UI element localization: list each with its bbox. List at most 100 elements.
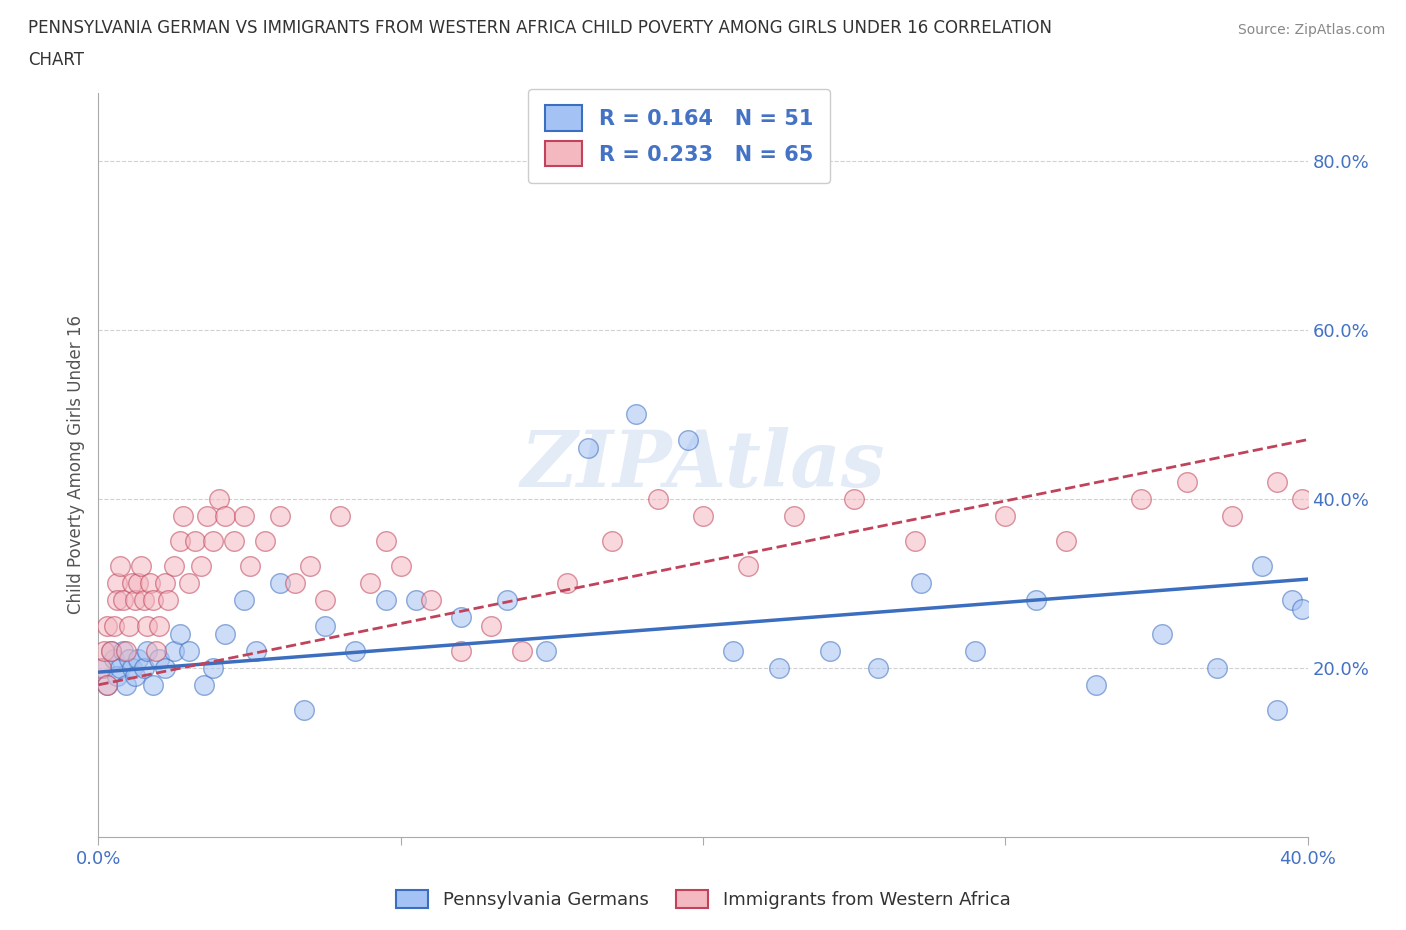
Point [904,534,927,549]
Point [148,618,170,633]
Point [96,677,118,692]
Point [245,644,267,658]
Point [114,644,136,658]
Point [481,618,503,633]
Point [96,618,118,633]
Point [1267,703,1289,718]
Point [93,660,115,675]
Y-axis label: Child Poverty Among Girls Under 16: Child Poverty Among Girls Under 16 [66,315,84,615]
Point [389,559,412,574]
Point [96,677,118,692]
Point [1130,491,1153,506]
Point [90,660,112,675]
Point [202,660,225,675]
Point [737,559,759,574]
Point [510,644,533,658]
Point [239,559,262,574]
Point [844,491,866,506]
Point [783,509,806,524]
Point [269,576,291,591]
Point [193,677,215,692]
Point [124,592,146,607]
Point [179,576,201,591]
Point [1054,534,1077,549]
Point [100,644,122,658]
Point [214,509,236,524]
Point [121,660,143,675]
Point [253,534,276,549]
Point [450,644,472,658]
Point [329,509,352,524]
Point [156,592,179,607]
Point [124,669,146,684]
Point [142,677,165,692]
Point [118,618,141,633]
Point [405,592,427,607]
Point [868,660,890,675]
Point [93,644,115,658]
Point [314,618,336,633]
Point [111,644,134,658]
Point [602,534,624,549]
Point [100,644,122,658]
Text: CHART: CHART [28,51,84,69]
Point [232,592,254,607]
Point [153,576,176,591]
Point [172,509,194,524]
Point [103,618,125,633]
Point [374,592,396,607]
Point [114,677,136,692]
Point [105,576,128,591]
Point [1291,491,1313,506]
Point [153,660,176,675]
Point [224,534,246,549]
Point [105,669,128,684]
Point [148,652,170,667]
Point [994,509,1017,524]
Point [111,592,134,607]
Point [299,559,322,574]
Point [692,509,714,524]
Point [195,509,218,524]
Point [374,534,396,549]
Point [647,491,669,506]
Point [1206,660,1229,675]
Point [163,559,186,574]
Point [910,576,932,591]
Point [135,644,157,658]
Point [1291,602,1313,617]
Point [163,644,186,658]
Point [208,491,231,506]
Point [132,660,155,675]
Point [145,644,167,658]
Point [1220,509,1243,524]
Point [723,644,745,658]
Point [360,576,382,591]
Point [139,576,162,591]
Point [169,534,191,549]
Point [184,534,207,549]
Point [202,534,225,549]
Text: Source: ZipAtlas.com: Source: ZipAtlas.com [1237,23,1385,37]
Point [495,592,517,607]
Point [108,559,131,574]
Point [555,576,578,591]
Point [103,652,125,667]
Point [1281,592,1303,607]
Point [105,592,128,607]
Legend: R = 0.164   N = 51, R = 0.233   N = 65: R = 0.164 N = 51, R = 0.233 N = 65 [527,88,830,183]
Point [676,432,699,447]
Point [142,592,165,607]
Point [214,627,236,642]
Point [132,592,155,607]
Point [534,644,557,658]
Point [1152,627,1174,642]
Point [768,660,790,675]
Point [576,441,599,456]
Point [1251,559,1274,574]
Point [232,509,254,524]
Point [1175,474,1198,489]
Point [108,660,131,675]
Point [314,592,336,607]
Point [1267,474,1289,489]
